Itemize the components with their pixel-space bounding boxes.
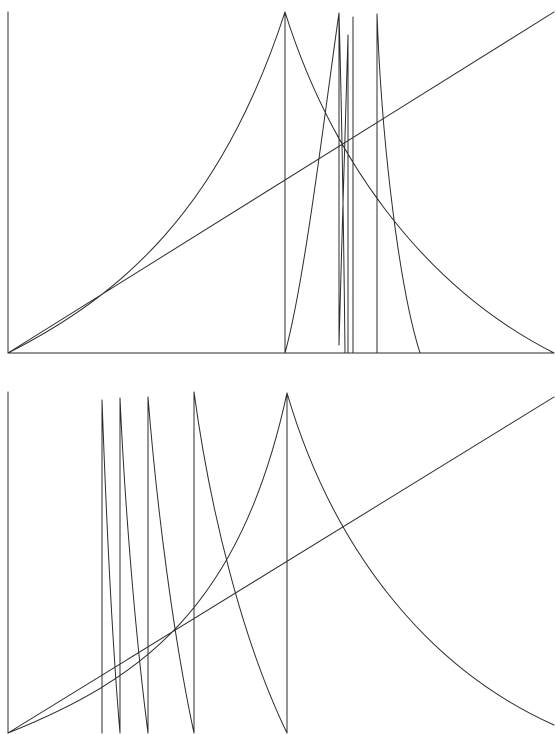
bottom-panel [0, 380, 556, 734]
bottom-diagonal-line [7, 396, 555, 734]
top-panel [0, 0, 556, 360]
top-sawtooth-cluster [284, 12, 421, 354]
top-panel-svg [7, 11, 555, 354]
top-peak-curve [7, 11, 555, 354]
bottom-peak-curve [7, 392, 555, 734]
top-diagonal-line [7, 11, 555, 354]
bottom-panel-svg [7, 391, 555, 734]
bottom-sawtooth-cluster [101, 391, 288, 734]
